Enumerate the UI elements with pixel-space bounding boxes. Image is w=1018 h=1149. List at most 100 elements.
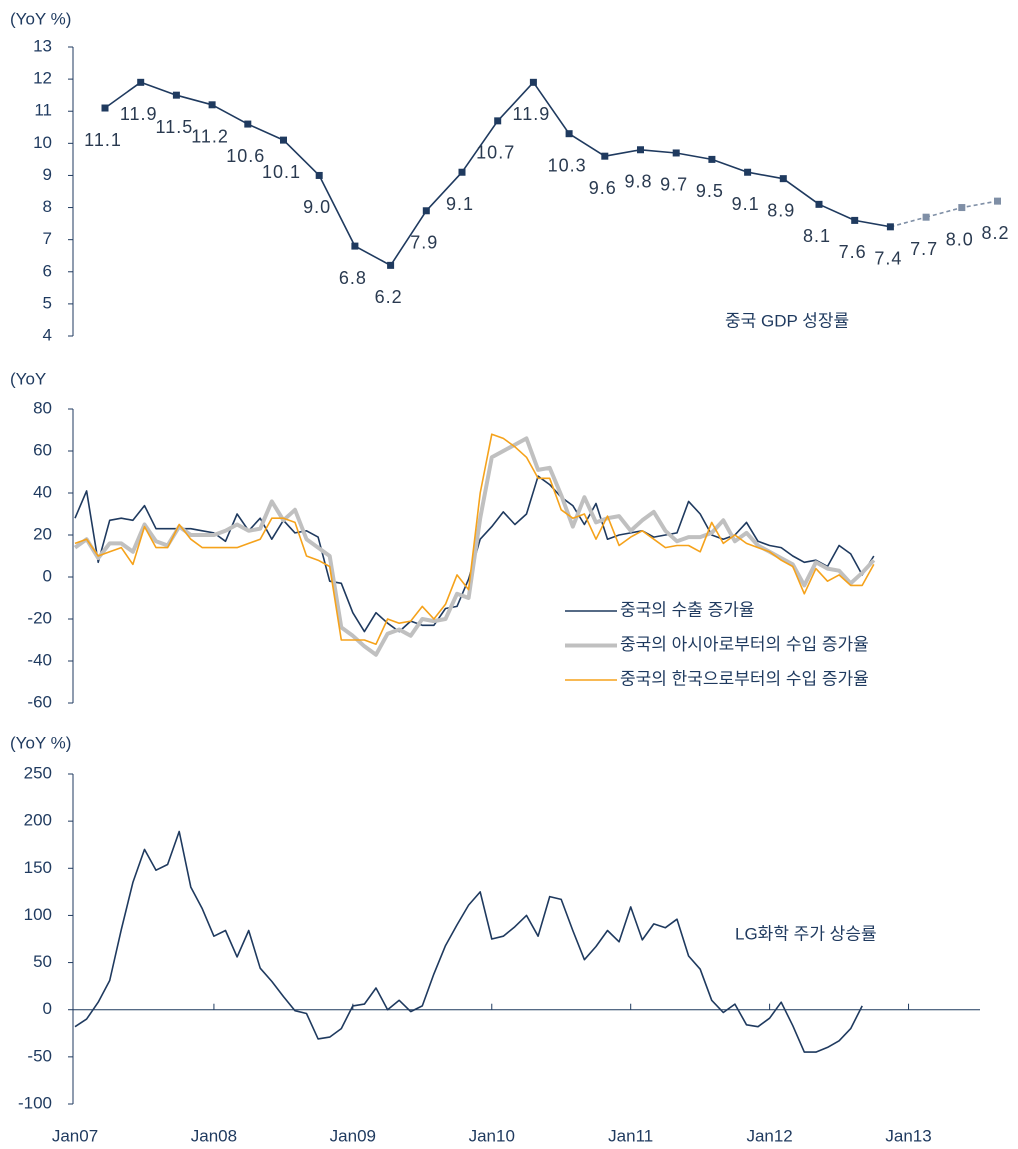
- value-label: 7.9: [410, 233, 438, 253]
- y-tick-label: 8: [43, 197, 52, 216]
- y-tick-label: 11: [34, 101, 52, 120]
- value-label: 9.6: [589, 178, 617, 198]
- value-label: 7.7: [910, 239, 938, 259]
- y-tick-label: 7: [43, 229, 52, 248]
- y-tick-label: -40: [27, 650, 52, 669]
- marker: [779, 175, 787, 183]
- value-label: 8.0: [946, 229, 974, 249]
- marker: [672, 149, 680, 157]
- marker: [994, 197, 1001, 205]
- marker: [101, 104, 109, 112]
- marker: [886, 223, 894, 231]
- line-series: [74, 433, 875, 645]
- value-label: 11.2: [191, 127, 229, 147]
- y-tick-label: 5: [43, 293, 52, 312]
- value-label: 9.7: [660, 175, 688, 195]
- y-tick-label: -100: [18, 1093, 52, 1112]
- marker: [351, 242, 359, 250]
- x-tick-label: Jan11: [608, 1126, 653, 1145]
- y-tick-label: 150: [24, 858, 52, 877]
- value-label: 8.1: [803, 226, 831, 246]
- value-label: 9.0: [303, 197, 331, 217]
- legend-label: 중국의 한국으로부터의 수입 증가율: [620, 669, 869, 688]
- x-tick-label: Jan12: [746, 1126, 792, 1145]
- y-tick-label: 12: [33, 69, 52, 88]
- marker: [244, 120, 252, 128]
- marker: [172, 91, 180, 99]
- y-tick-label: -20: [27, 608, 52, 627]
- annotation: 중국 GDP 성장률: [725, 311, 849, 330]
- marker: [815, 200, 823, 208]
- value-label: 10.3: [548, 155, 587, 175]
- marker: [387, 261, 395, 269]
- y-tick-label: 50: [33, 952, 52, 971]
- marker: [208, 101, 216, 109]
- marker: [280, 136, 287, 144]
- marker: [529, 78, 537, 86]
- x-tick-label: Jan09: [330, 1126, 376, 1145]
- line-series: [73, 436, 876, 657]
- y-tick-label: 4: [43, 325, 52, 344]
- x-tick-label: Jan08: [191, 1126, 237, 1145]
- line-series: [74, 830, 863, 1053]
- marker: [637, 146, 644, 154]
- value-label: 10.6: [226, 146, 265, 166]
- marker: [494, 117, 502, 125]
- forecast-connector: [890, 216, 927, 228]
- y-tick-label: 0: [43, 999, 52, 1018]
- marker: [851, 216, 859, 224]
- value-label: 9.8: [624, 172, 652, 192]
- annotation: LG화학 주가 상승률: [735, 924, 877, 943]
- y-tick-label: 0: [43, 566, 52, 585]
- y-tick-label: 10: [33, 133, 52, 152]
- value-label: 7.4: [874, 249, 902, 269]
- value-label: 11.5: [156, 117, 194, 137]
- marker: [601, 152, 609, 160]
- value-label: 7.6: [839, 242, 867, 262]
- value-label: 9.1: [732, 194, 760, 214]
- value-label: 6.8: [339, 268, 367, 288]
- y-tick-label: 250: [24, 763, 52, 782]
- value-label: 9.5: [696, 181, 724, 201]
- marker: [315, 171, 323, 179]
- legend-label: 중국의 수출 증가율: [620, 600, 755, 619]
- marker: [422, 207, 430, 215]
- marker: [708, 155, 716, 163]
- y-tick-label: 9: [43, 165, 52, 184]
- x-tick-label: Jan07: [52, 1126, 98, 1145]
- y-tick-label: -60: [27, 692, 52, 711]
- y-tick-label: -50: [27, 1046, 52, 1065]
- x-tick-label: Jan10: [469, 1126, 515, 1145]
- y-tick-label: 20: [33, 524, 52, 543]
- y-axis-label: (YoY %): [10, 733, 71, 752]
- value-label: 10.1: [262, 162, 301, 182]
- value-label: 11.9: [120, 104, 158, 124]
- line-series: [104, 81, 891, 267]
- y-tick-label: 60: [33, 440, 52, 459]
- y-tick-label: 6: [43, 261, 52, 280]
- value-label: 11.9: [513, 104, 551, 124]
- marker: [458, 168, 466, 176]
- y-tick-label: 40: [33, 482, 52, 501]
- legend-label: 중국의 아시아로부터의 수입 증가율: [620, 635, 869, 654]
- marker: [744, 168, 752, 176]
- y-tick-label: 200: [24, 811, 52, 830]
- y-axis-label: (YoY: [10, 369, 46, 388]
- value-label: 6.2: [375, 287, 403, 307]
- value-label: 8.2: [981, 223, 1009, 243]
- y-tick-label: 80: [33, 398, 52, 417]
- marker: [958, 204, 966, 212]
- marker: [137, 78, 145, 86]
- marker: [922, 213, 930, 221]
- value-label: 9.1: [446, 194, 474, 214]
- y-tick-label: 13: [33, 36, 52, 55]
- x-tick-label: Jan13: [885, 1126, 931, 1145]
- y-axis-label: (YoY %): [10, 9, 71, 28]
- value-label: 11.1: [84, 130, 122, 150]
- value-label: 8.9: [767, 200, 795, 220]
- y-tick-label: 100: [24, 905, 52, 924]
- value-label: 10.7: [476, 143, 515, 163]
- marker: [565, 130, 573, 138]
